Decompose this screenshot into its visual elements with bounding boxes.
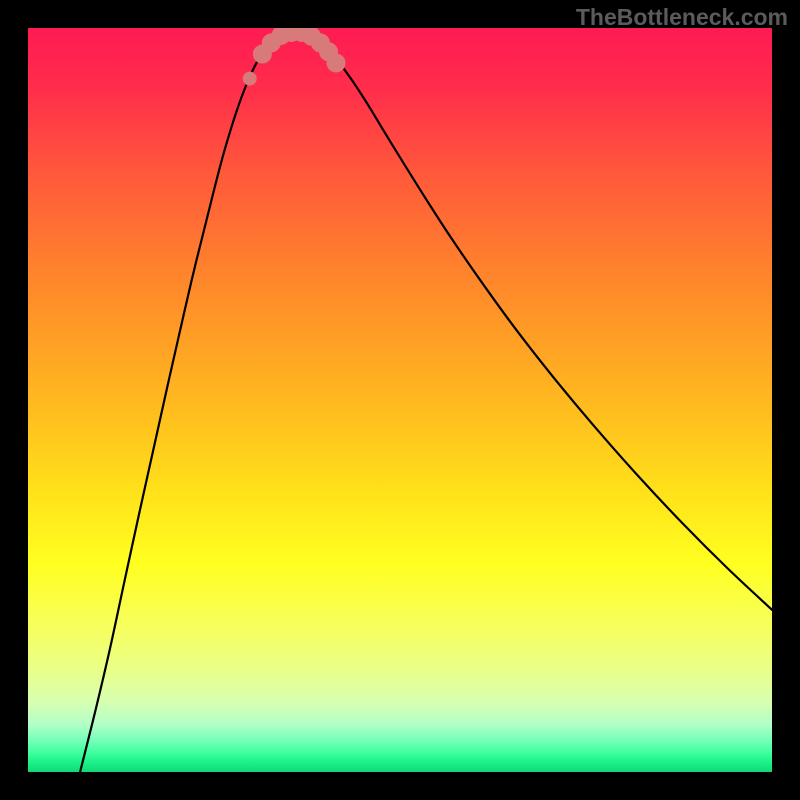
chart-stage: TheBottleneck.com: [0, 0, 800, 800]
highlight-marker: [327, 54, 345, 72]
highlight-marker: [243, 72, 256, 85]
plot-area: [28, 28, 772, 772]
watermark-text: TheBottleneck.com: [576, 4, 788, 31]
marker-layer: [28, 28, 772, 772]
